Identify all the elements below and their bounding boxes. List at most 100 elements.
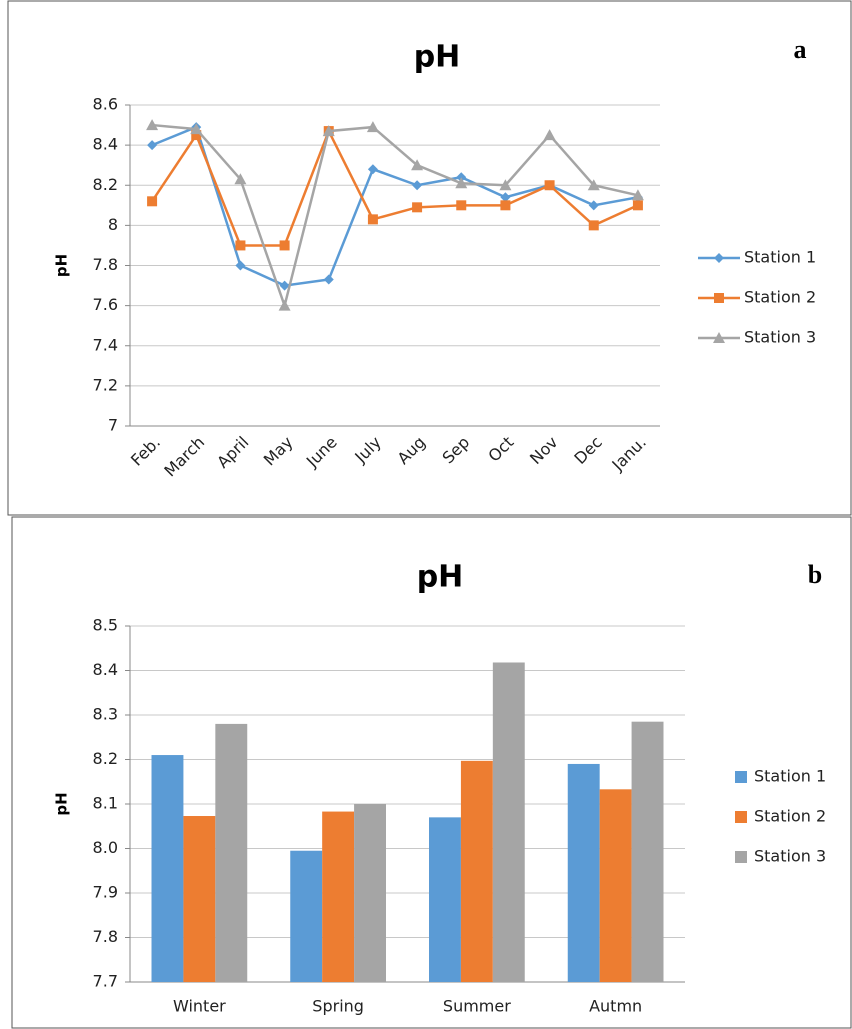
marker: [631, 189, 644, 201]
x-tick-label: Aug: [394, 433, 430, 469]
marker: [456, 200, 467, 211]
marker: [455, 177, 468, 189]
y-tick-label: 8: [108, 215, 118, 234]
marker: [367, 164, 378, 175]
legend-label: Station 3: [744, 328, 816, 347]
y-tick-label: 8.6: [93, 95, 118, 114]
marker: [588, 200, 599, 211]
marker: [499, 179, 512, 191]
legend-label: Station 1: [754, 767, 826, 786]
legend-label: Station 1: [744, 248, 816, 267]
bar: [183, 816, 216, 982]
y-tick-label: 8.4: [93, 660, 118, 679]
chart-title: pH: [414, 40, 461, 75]
series-line: [151, 125, 639, 287]
marker: [456, 172, 467, 183]
x-tick-label: Summer: [443, 997, 511, 1016]
bar: [599, 789, 632, 982]
legend-swatch: [735, 771, 747, 783]
bar: [567, 763, 600, 982]
x-tick-label: July: [350, 433, 384, 467]
marker: [146, 119, 159, 131]
legend-marker: [714, 293, 724, 303]
marker: [367, 214, 378, 225]
x-tick-label: Spring: [312, 997, 364, 1016]
panel-label: b: [808, 560, 822, 589]
y-tick-label: 7.4: [93, 335, 118, 354]
x-tick-label: Nov: [526, 433, 562, 469]
marker: [500, 192, 511, 203]
x-tick-label: March: [160, 433, 208, 481]
y-tick-label: 7.6: [93, 295, 118, 314]
marker: [147, 140, 158, 151]
x-tick-label: April: [213, 433, 252, 472]
y-tick-label: 8.2: [93, 175, 118, 194]
x-tick-label: May: [260, 433, 297, 470]
y-tick-label: 8.3: [93, 705, 118, 724]
x-tick-label: Sep: [439, 433, 474, 468]
marker: [412, 180, 423, 191]
marker: [235, 260, 246, 271]
marker: [191, 130, 202, 141]
panel-frame: [7, 0, 852, 516]
x-tick-label: Winter: [173, 997, 226, 1016]
y-axis-label: pH: [53, 792, 71, 815]
marker: [500, 200, 511, 211]
x-tick-label: Dec: [570, 433, 605, 468]
legend-swatch: [735, 811, 747, 823]
marker: [279, 240, 290, 251]
chart-title: pH: [417, 560, 464, 595]
y-tick-label: 7.9: [93, 883, 118, 902]
legend-marker: [713, 332, 725, 343]
marker: [411, 159, 424, 171]
y-tick-label: 8.1: [93, 794, 118, 813]
marker: [190, 123, 203, 135]
y-tick-label: 7.2: [93, 375, 118, 394]
y-tick-label: 8.4: [93, 135, 118, 154]
y-tick-label: 8.5: [93, 616, 118, 635]
bar: [354, 804, 386, 982]
legend-label: Station 2: [754, 807, 826, 826]
marker: [587, 179, 600, 191]
y-tick-label: 7.8: [93, 927, 118, 946]
panel-label: a: [794, 35, 807, 64]
x-tick-label: Autmn: [589, 997, 642, 1016]
legend-swatch: [735, 851, 747, 863]
marker: [588, 220, 599, 231]
bar: [215, 723, 248, 982]
legend-marker: [714, 253, 724, 263]
marker: [412, 202, 423, 213]
y-tick-label: 7.7: [93, 972, 118, 991]
marker: [234, 173, 247, 185]
bar: [151, 755, 184, 982]
series-line: [151, 127, 639, 247]
bar: [631, 721, 664, 982]
x-tick-label: Oct: [484, 433, 517, 466]
bar: [429, 817, 461, 982]
marker: [323, 274, 334, 285]
marker: [632, 200, 643, 211]
series-line: [151, 123, 639, 310]
y-tick-label: 8.0: [93, 838, 118, 857]
bar: [460, 760, 493, 982]
y-axis-label: pH: [53, 254, 71, 277]
marker: [278, 299, 291, 311]
bar: [290, 850, 323, 982]
y-tick-label: 8.2: [93, 749, 118, 768]
marker: [544, 180, 555, 191]
y-tick-label: 7: [108, 416, 118, 435]
bar: [492, 662, 525, 982]
marker: [322, 125, 335, 137]
legend-label: Station 3: [754, 847, 826, 866]
marker: [147, 196, 158, 207]
legend-label: Station 2: [744, 288, 816, 307]
marker: [543, 129, 556, 141]
x-tick-label: Janu.: [608, 433, 650, 475]
marker: [279, 280, 290, 291]
x-tick-label: Feb.: [127, 433, 164, 470]
x-tick-label: June: [302, 433, 341, 472]
bar: [322, 811, 355, 982]
marker: [366, 121, 379, 133]
